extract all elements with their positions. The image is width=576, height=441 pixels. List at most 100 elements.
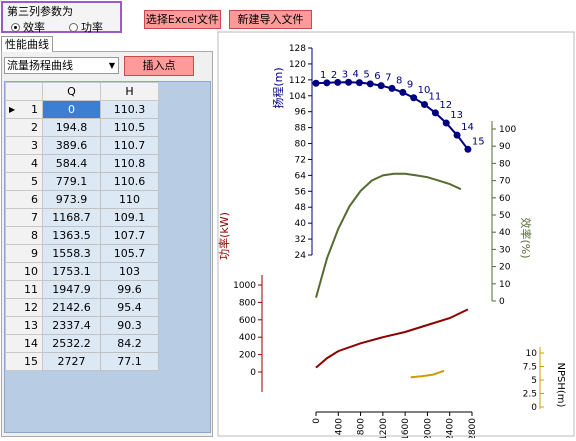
- table-row[interactable]: 4 584.4 110.8: [5, 154, 159, 173]
- efficiency-tick-label: 30: [499, 245, 511, 255]
- cell-h[interactable]: 90.3: [100, 316, 159, 335]
- cell-h[interactable]: 110: [100, 190, 159, 209]
- x-tick-label: 2400: [446, 418, 456, 438]
- npsh-tick-label: 2.5: [523, 390, 537, 400]
- row-header[interactable]: 10: [5, 262, 43, 281]
- head-tick-label: 96: [295, 108, 307, 118]
- column-header-h[interactable]: H: [100, 82, 159, 101]
- row-header[interactable]: ▶ 1: [5, 100, 43, 119]
- cell-h[interactable]: 95.4: [100, 298, 159, 317]
- column-header-q[interactable]: Q: [42, 82, 101, 101]
- table-row[interactable]: 12 2142.6 95.4: [5, 298, 159, 317]
- row-header[interactable]: 12: [5, 298, 43, 317]
- head-data-point: [345, 78, 353, 86]
- cell-h[interactable]: 110.6: [100, 172, 159, 191]
- table-row[interactable]: 6 973.9 110: [5, 190, 159, 209]
- table-row[interactable]: 2 194.8 110.5: [5, 118, 159, 137]
- row-header[interactable]: 5: [5, 172, 43, 191]
- npsh-curve: [410, 369, 445, 379]
- cell-q[interactable]: 2337.4: [42, 316, 101, 335]
- row-header[interactable]: 2: [5, 118, 43, 137]
- table-row[interactable]: 10 1753.1 103: [5, 262, 159, 281]
- head-tick-label: 64: [295, 171, 307, 181]
- cell-h[interactable]: 99.6: [100, 280, 159, 299]
- cell-h[interactable]: 110.3: [100, 100, 159, 119]
- tab-performance-curve[interactable]: 性能曲线: [1, 36, 53, 52]
- head-point-label: 3: [342, 69, 348, 80]
- table-row[interactable]: 8 1363.5 107.7: [5, 226, 159, 245]
- data-grid[interactable]: Q H ▶ 1 0 110.3 2 194.8 110.5 3 389.6 110.7 4 584.4…: [4, 81, 211, 433]
- cell-h[interactable]: 84.2: [100, 334, 159, 353]
- cell-q[interactable]: 584.4: [42, 154, 101, 173]
- row-header[interactable]: 6: [5, 190, 43, 209]
- table-row[interactable]: 14 2532.2 84.2: [5, 334, 159, 353]
- third-column-param-group: 第三列参数为 效率 功率: [1, 1, 122, 35]
- power-tick-label: 1000: [233, 281, 256, 291]
- radio-power[interactable]: 功率: [69, 19, 103, 35]
- row-header[interactable]: 8: [5, 226, 43, 245]
- cell-q[interactable]: 1168.7: [42, 208, 101, 227]
- row-header[interactable]: 13: [5, 316, 43, 335]
- row-header[interactable]: 9: [5, 244, 43, 263]
- cell-h[interactable]: 110.5: [100, 118, 159, 137]
- head-data-point: [399, 88, 407, 96]
- row-header[interactable]: 11: [5, 280, 43, 299]
- radio-efficiency-label: 效率: [23, 21, 45, 34]
- efficiency-tick-label: 100: [499, 125, 516, 135]
- select-excel-button[interactable]: 选择Excel文件: [144, 10, 221, 29]
- radio-efficiency[interactable]: 效率: [11, 19, 45, 35]
- row-number: 14: [24, 337, 38, 350]
- cell-h[interactable]: 107.7: [100, 226, 159, 245]
- cell-h[interactable]: 105.7: [100, 244, 159, 263]
- cell-q[interactable]: 1558.3: [42, 244, 101, 263]
- head-point-label: 8: [396, 75, 402, 86]
- head-data-point: [431, 109, 439, 117]
- table-row[interactable]: 11 1947.9 99.6: [5, 280, 159, 299]
- head-data-point: [377, 82, 385, 90]
- table-row[interactable]: 13 2337.4 90.3: [5, 316, 159, 335]
- head-data-point: [410, 94, 418, 102]
- cell-q[interactable]: 2727: [42, 352, 101, 371]
- power-tick-label: 600: [239, 316, 256, 326]
- new-import-button[interactable]: 新建导入文件: [229, 10, 312, 29]
- cell-q[interactable]: 2142.6: [42, 298, 101, 317]
- head-data-point: [442, 119, 450, 127]
- cell-h[interactable]: 103: [100, 262, 159, 281]
- npsh-tick-label: 5: [531, 376, 537, 386]
- power-curve: [315, 308, 469, 369]
- insert-point-button[interactable]: 插入点: [124, 56, 194, 76]
- row-header[interactable]: 14: [5, 334, 43, 353]
- row-header[interactable]: 4: [5, 154, 43, 173]
- row-number: 10: [24, 265, 38, 278]
- cell-q[interactable]: 1363.5: [42, 226, 101, 245]
- cell-q[interactable]: 0: [42, 100, 101, 119]
- efficiency-tick-label: 50: [499, 211, 511, 221]
- cell-h[interactable]: 109.1: [100, 208, 159, 227]
- cell-h[interactable]: 77.1: [100, 352, 159, 371]
- cell-q[interactable]: 194.8: [42, 118, 101, 137]
- row-header[interactable]: 7: [5, 208, 43, 227]
- head-tick-label: 120: [289, 60, 306, 70]
- efficiency-tick-label: 80: [499, 159, 511, 169]
- head-tick-label: 104: [289, 92, 306, 102]
- curve-type-select[interactable]: 流量扬程曲线 ▼: [4, 57, 119, 74]
- table-row[interactable]: ▶ 1 0 110.3: [5, 100, 159, 119]
- performance-chart-svg: 0 400 800 1200 1600 2000 2400 28001281201121049…: [217, 31, 575, 441]
- cell-h[interactable]: 110.8: [100, 154, 159, 173]
- cell-q[interactable]: 389.6: [42, 136, 101, 155]
- cell-q[interactable]: 973.9: [42, 190, 101, 209]
- cell-q[interactable]: 1753.1: [42, 262, 101, 281]
- cell-q[interactable]: 779.1: [42, 172, 101, 191]
- head-tick-label: 112: [289, 76, 306, 86]
- table-row[interactable]: 15 2727 77.1: [5, 352, 159, 371]
- cell-q[interactable]: 2532.2: [42, 334, 101, 353]
- cell-h[interactable]: 110.7: [100, 136, 159, 155]
- table-row[interactable]: 3 389.6 110.7: [5, 136, 159, 155]
- table-row[interactable]: 5 779.1 110.6: [5, 172, 159, 191]
- table-row[interactable]: 9 1558.3 105.7: [5, 244, 159, 263]
- power-tick-label: 400: [239, 333, 256, 343]
- row-header[interactable]: 15: [5, 352, 43, 371]
- table-row[interactable]: 7 1168.7 109.1: [5, 208, 159, 227]
- cell-q[interactable]: 1947.9: [42, 280, 101, 299]
- row-header[interactable]: 3: [5, 136, 43, 155]
